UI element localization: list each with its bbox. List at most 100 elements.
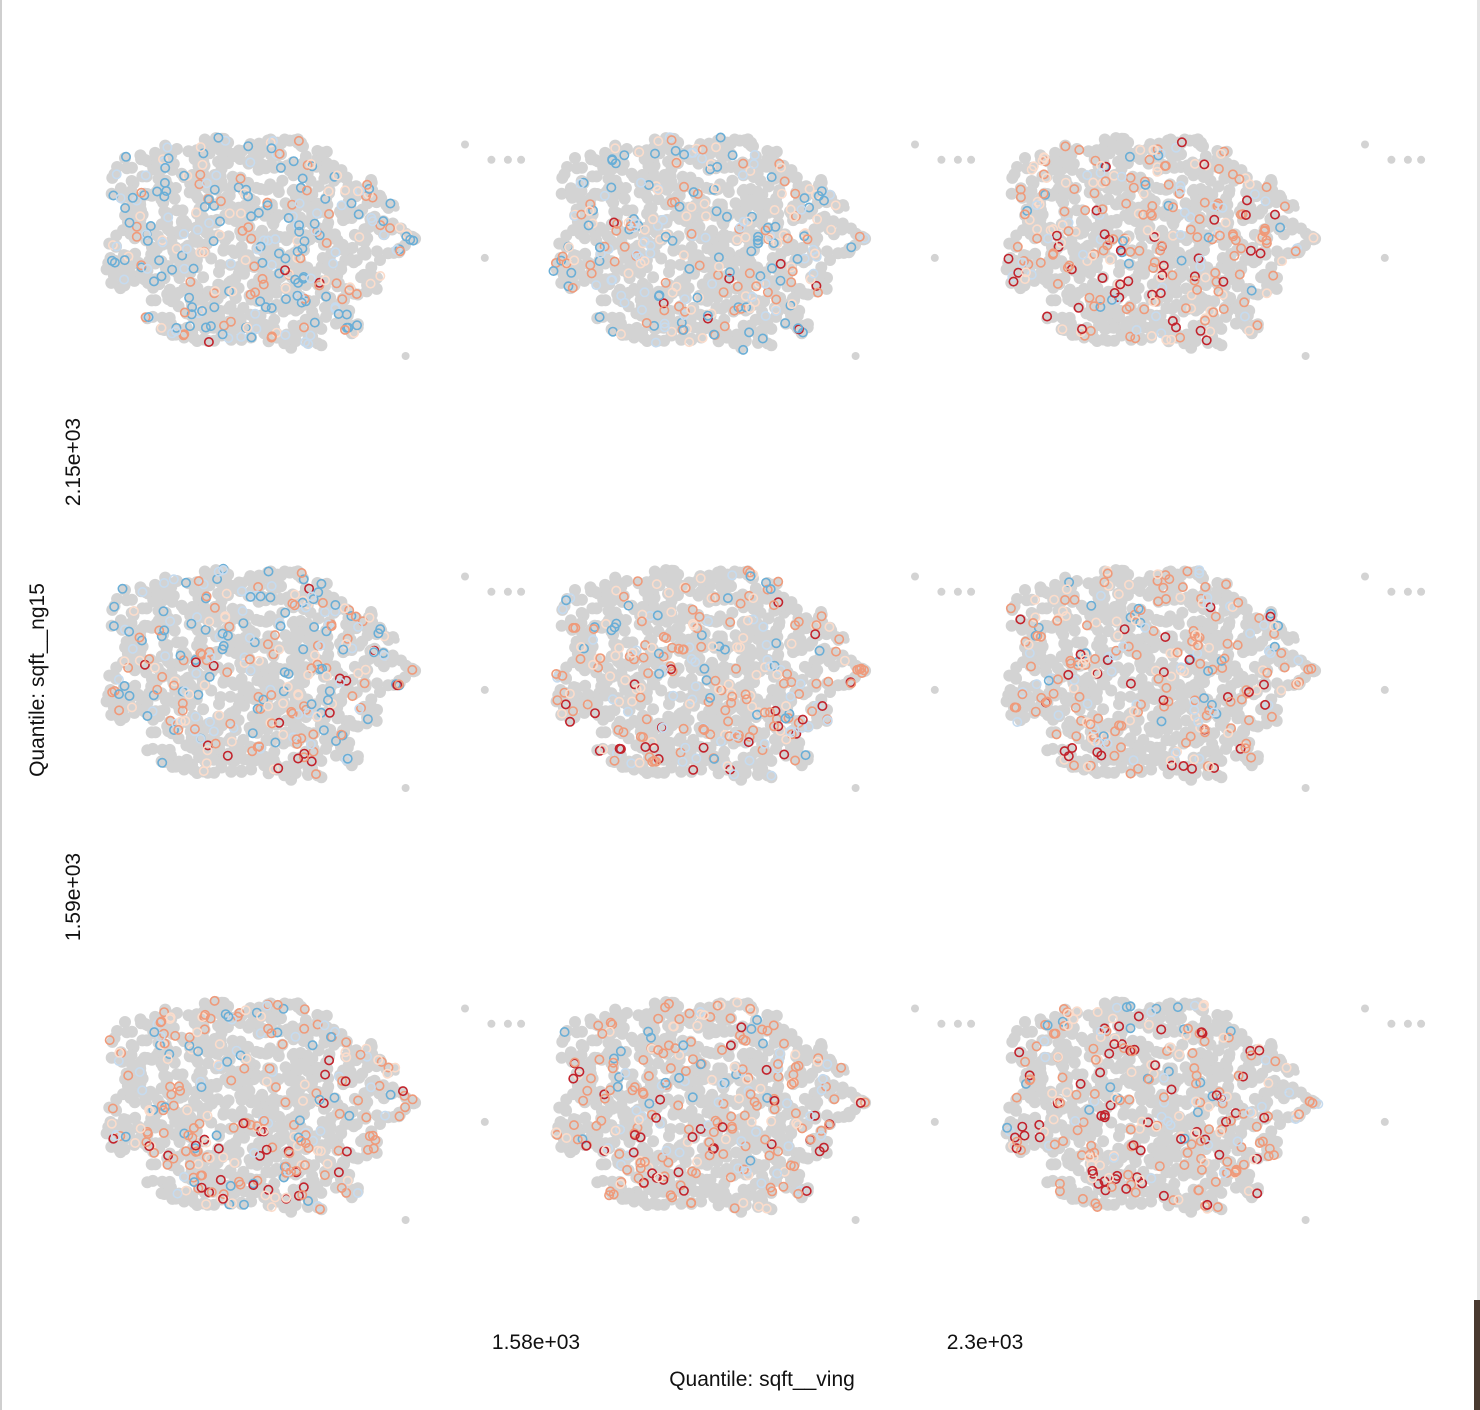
- background-point: [642, 160, 655, 173]
- background-point: [120, 594, 133, 607]
- background-point: [153, 598, 166, 611]
- background-point: [316, 252, 329, 264]
- facet-panel-r1-c2: [548, 132, 976, 360]
- background-point: [296, 140, 309, 153]
- background-point: [586, 170, 599, 183]
- background-point: [742, 199, 755, 212]
- background-point: [582, 256, 595, 269]
- background-point: [1132, 267, 1145, 280]
- outlier-point: [487, 587, 496, 596]
- background-point: [1218, 238, 1230, 251]
- background-point: [175, 599, 188, 612]
- facet-panel-r2-c1: [100, 563, 526, 792]
- background-point: [377, 660, 390, 673]
- outlier-point: [1387, 155, 1396, 164]
- background-point: [321, 219, 334, 232]
- outlier-point: [930, 253, 939, 262]
- background-point: [569, 152, 581, 164]
- background-point: [235, 333, 248, 346]
- background-point: [399, 239, 411, 252]
- background-point: [169, 290, 182, 303]
- background-point: [347, 256, 360, 269]
- background-point: [253, 163, 266, 176]
- background-point: [613, 311, 626, 324]
- background-point: [721, 136, 734, 149]
- background-point: [197, 271, 210, 284]
- background-point: [108, 168, 121, 181]
- outlier-point: [401, 784, 410, 792]
- background-point: [1008, 168, 1021, 181]
- background-point: [737, 183, 750, 196]
- background-point: [135, 151, 148, 163]
- background-point: [1247, 256, 1260, 269]
- background-point: [741, 233, 754, 245]
- background-point: [270, 730, 283, 743]
- outlier-point: [841, 203, 850, 212]
- background-point: [149, 294, 162, 307]
- background-point: [312, 180, 325, 193]
- background-point: [1036, 208, 1049, 221]
- outlier-point: [503, 155, 512, 164]
- background-point: [1215, 339, 1228, 352]
- background-point: [663, 266, 675, 278]
- background-point: [280, 234, 293, 247]
- background-point: [570, 162, 583, 175]
- outlier-point: [401, 352, 410, 360]
- background-point: [359, 248, 372, 261]
- background-point: [291, 326, 304, 339]
- background-point: [232, 267, 245, 280]
- background-point: [218, 242, 230, 255]
- background-point: [170, 143, 183, 155]
- background-point: [395, 654, 407, 667]
- facet-panel-r2-c2: [550, 564, 976, 792]
- background-point: [585, 151, 598, 163]
- background-point: [811, 232, 824, 245]
- outlier-point: [911, 140, 919, 149]
- background-point: [1179, 197, 1192, 210]
- background-point: [1212, 180, 1225, 193]
- background-point: [268, 313, 281, 326]
- background-point: [676, 170, 689, 183]
- background-point: [647, 271, 660, 284]
- facet-panel-r1-c1: [100, 132, 526, 360]
- background-point: [620, 204, 633, 217]
- background-point: [658, 169, 671, 181]
- background-point: [250, 613, 263, 626]
- background-point: [196, 211, 209, 224]
- background-point: [603, 166, 616, 179]
- background-point: [232, 633, 245, 646]
- background-point: [651, 334, 664, 347]
- background-point: [1169, 231, 1182, 244]
- outlier-point: [967, 155, 976, 164]
- background-point: [762, 180, 775, 193]
- background-point: [1295, 222, 1307, 235]
- facet-panels: [100, 132, 1426, 1224]
- background-point: [271, 182, 284, 194]
- background-point: [315, 339, 328, 352]
- background-point: [200, 226, 213, 239]
- background-point: [1223, 187, 1235, 200]
- background-point: [639, 188, 652, 201]
- background-point: [246, 143, 259, 156]
- background-point: [620, 143, 633, 155]
- background-point: [176, 215, 188, 228]
- background-point: [564, 182, 577, 195]
- outlier-point: [480, 685, 489, 694]
- background-point: [1010, 229, 1023, 242]
- background-point: [114, 182, 127, 195]
- background-point: [189, 188, 202, 201]
- background-point: [1177, 263, 1190, 276]
- background-point: [1063, 311, 1076, 324]
- background-point: [1049, 294, 1062, 307]
- background-point: [821, 245, 833, 258]
- background-point: [153, 166, 166, 179]
- outlier-point: [487, 155, 496, 164]
- background-point: [339, 209, 352, 222]
- background-point: [146, 742, 159, 755]
- background-point: [316, 146, 328, 159]
- outlier-point: [1291, 203, 1300, 212]
- background-point: [1196, 140, 1209, 153]
- background-point: [649, 310, 662, 323]
